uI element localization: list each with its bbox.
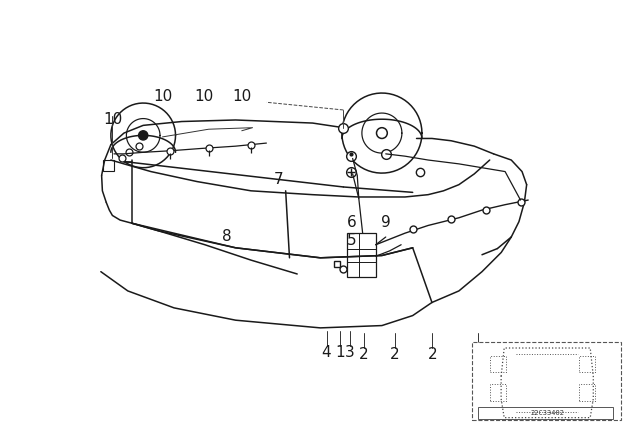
- Text: 2: 2: [359, 347, 369, 362]
- Bar: [579, 384, 595, 401]
- Text: 4: 4: [322, 345, 332, 360]
- Text: 10: 10: [194, 90, 213, 104]
- Text: 2: 2: [473, 347, 483, 362]
- Bar: [490, 356, 506, 372]
- Bar: [579, 356, 595, 372]
- Text: 8: 8: [222, 229, 232, 244]
- Text: 5: 5: [347, 233, 356, 248]
- Bar: [490, 384, 506, 401]
- Text: 10: 10: [103, 112, 122, 127]
- Circle shape: [139, 131, 148, 140]
- Text: 9: 9: [381, 215, 390, 230]
- Text: 10: 10: [232, 90, 252, 104]
- Bar: [472, 342, 621, 420]
- Text: 7: 7: [274, 172, 284, 187]
- Text: 1: 1: [335, 345, 344, 360]
- Text: 22C33402: 22C33402: [530, 410, 564, 416]
- Bar: [478, 407, 613, 418]
- Bar: [103, 160, 114, 171]
- Text: 10: 10: [154, 90, 173, 104]
- Text: 2: 2: [428, 347, 437, 362]
- Bar: [348, 233, 376, 277]
- Text: 6: 6: [347, 215, 356, 230]
- Text: 3: 3: [346, 345, 355, 360]
- Text: 2: 2: [390, 347, 400, 362]
